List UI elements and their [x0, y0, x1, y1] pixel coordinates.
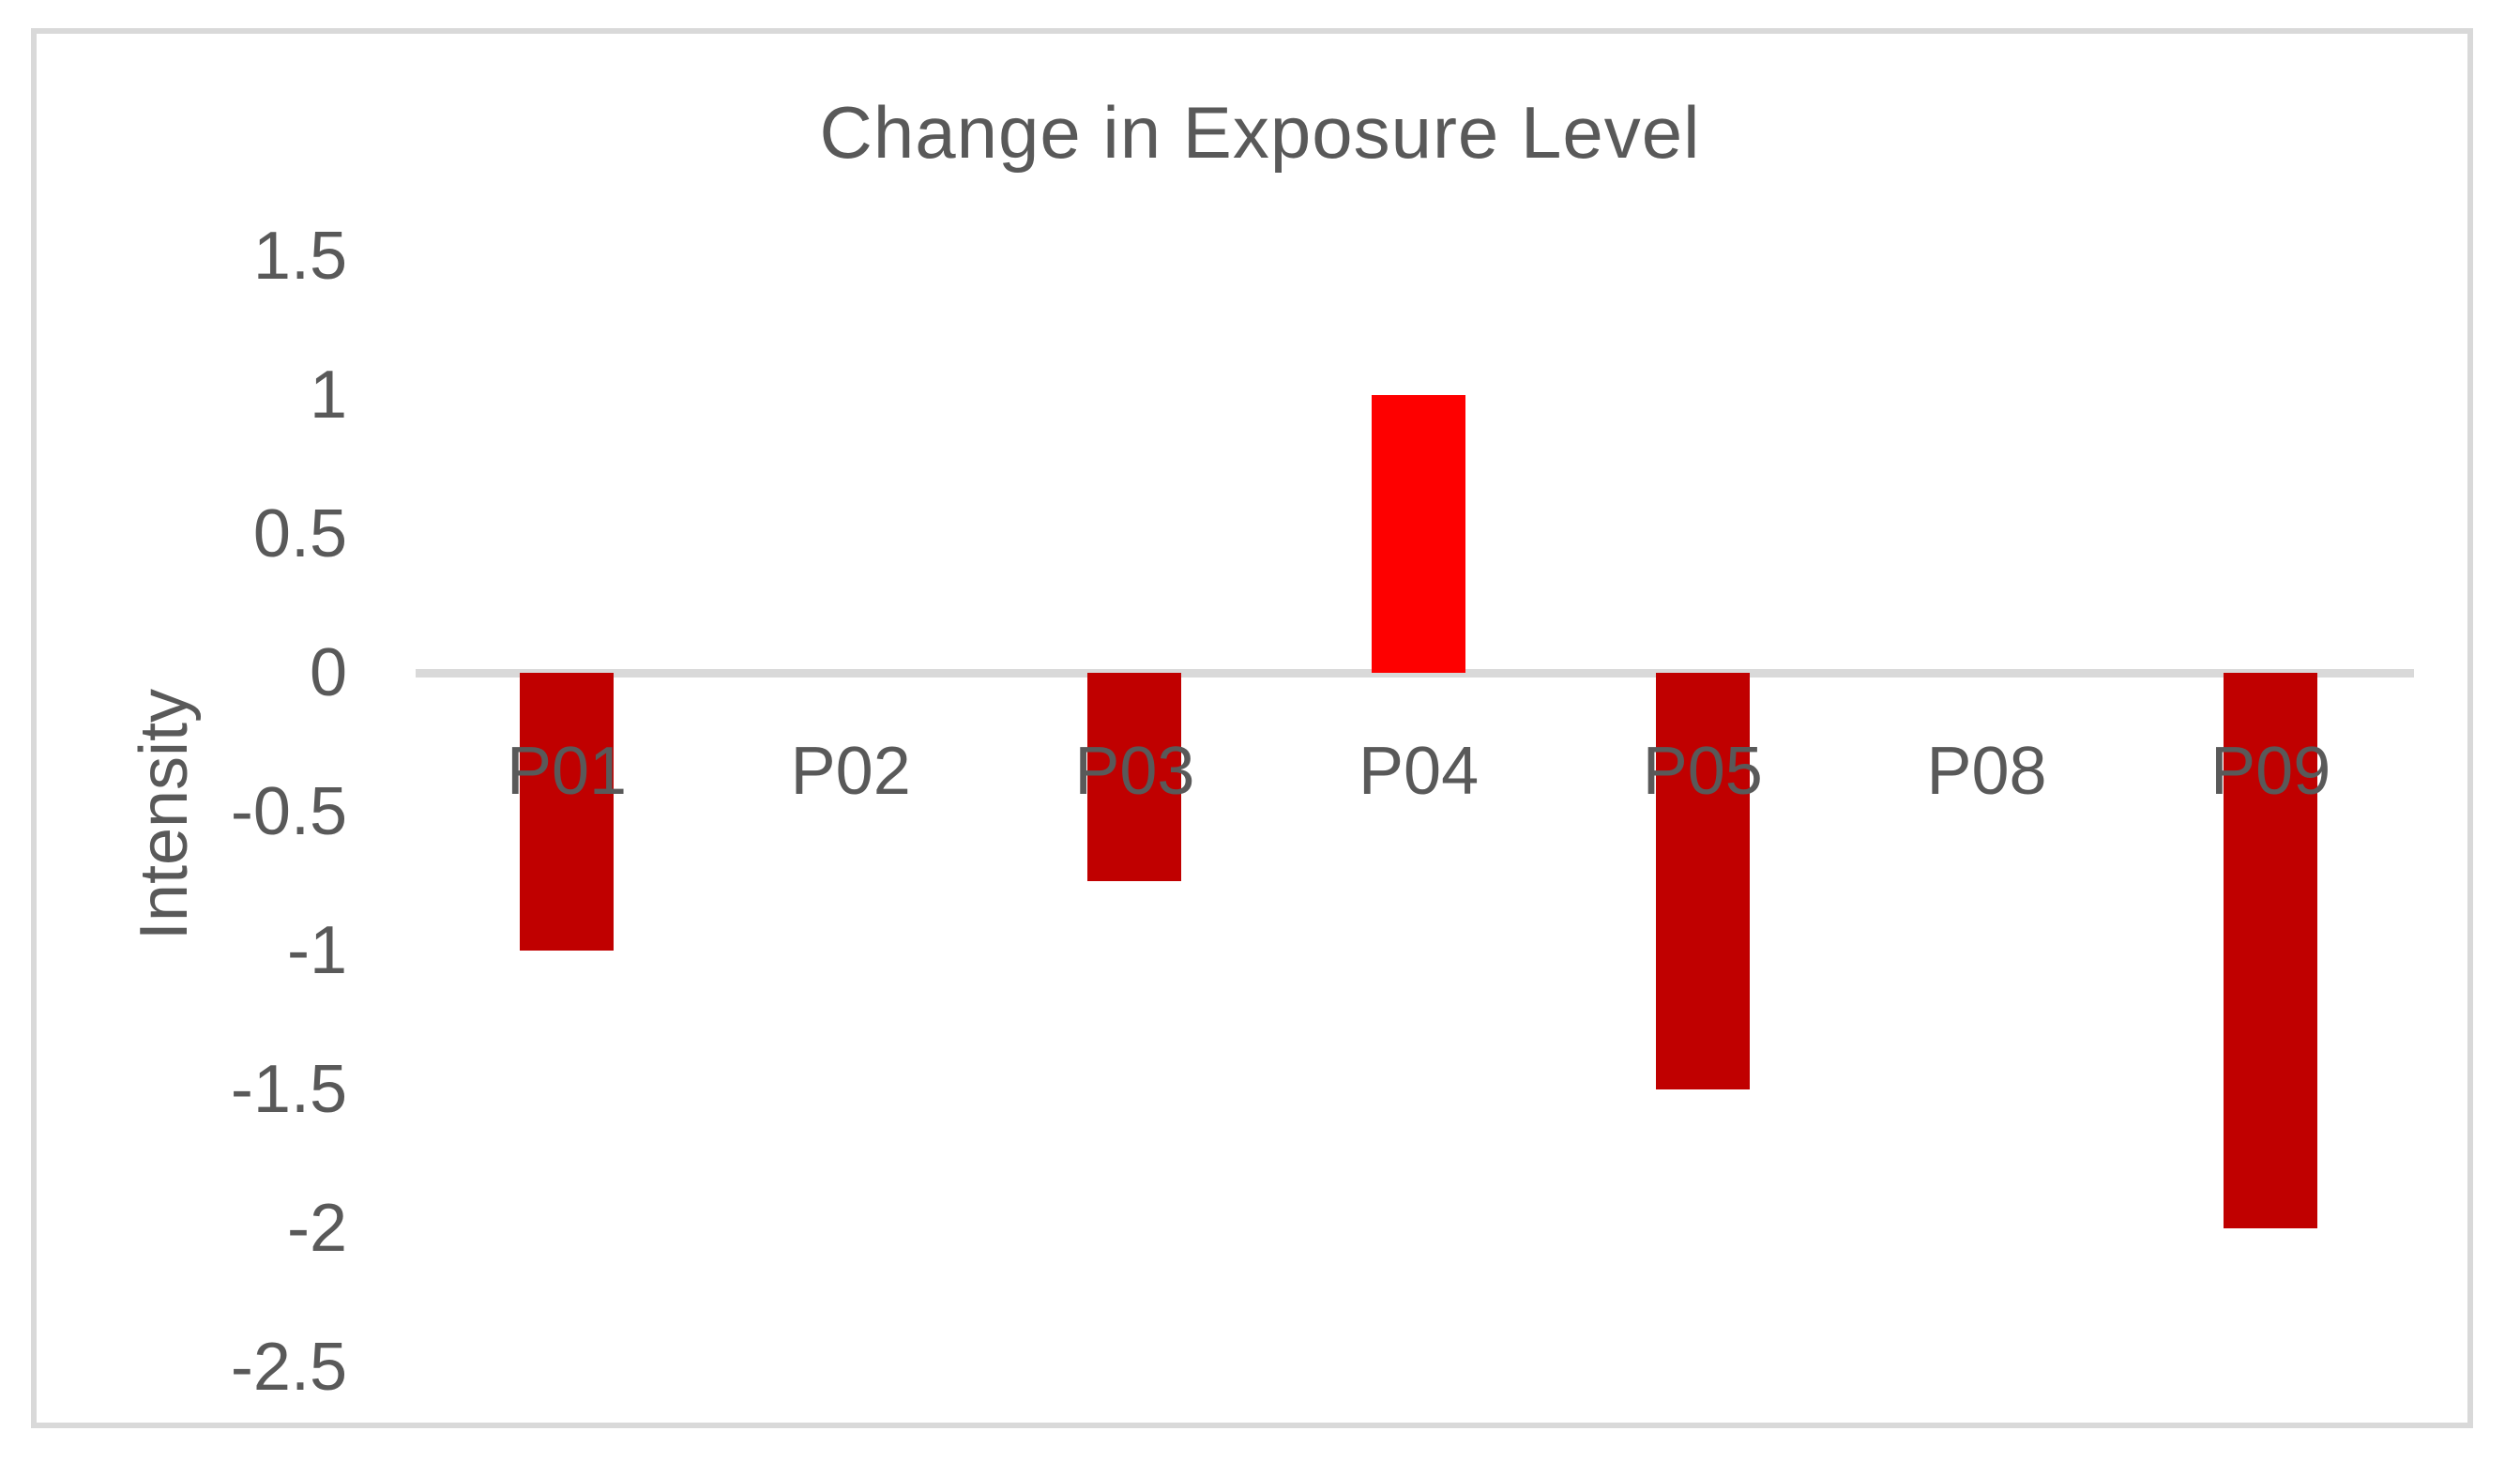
y-tick-label: -1.5: [230, 1052, 347, 1127]
y-tick-label: 1.5: [252, 219, 347, 294]
category-label-p05: P05: [1642, 734, 1763, 809]
bar-p04: [1372, 395, 1466, 673]
chart-frame: [31, 28, 2473, 1428]
bar-p05: [1655, 673, 1750, 1089]
category-label-p02: P02: [790, 734, 911, 809]
y-tick-label: 0: [309, 635, 347, 710]
category-label-p08: P08: [1926, 734, 2047, 809]
category-label-p04: P04: [1359, 734, 1480, 809]
y-tick-label: 0.5: [252, 496, 347, 571]
x-axis-zero-line: [416, 669, 2414, 678]
y-tick-label: -0.5: [230, 774, 347, 849]
y-tick-label: -2.5: [230, 1330, 347, 1405]
bar-p09: [2224, 673, 2318, 1228]
category-label-p01: P01: [506, 734, 628, 809]
y-tick-label: -1: [286, 913, 347, 988]
bar-p03: [1087, 673, 1182, 881]
category-label-p03: P03: [1074, 734, 1195, 809]
category-label-p09: P09: [2210, 734, 2331, 809]
bar-p01: [520, 673, 614, 951]
chart-title: Change in Exposure Level: [819, 91, 1701, 174]
y-tick-label: -2: [286, 1191, 347, 1266]
y-tick-label: 1: [309, 358, 347, 433]
